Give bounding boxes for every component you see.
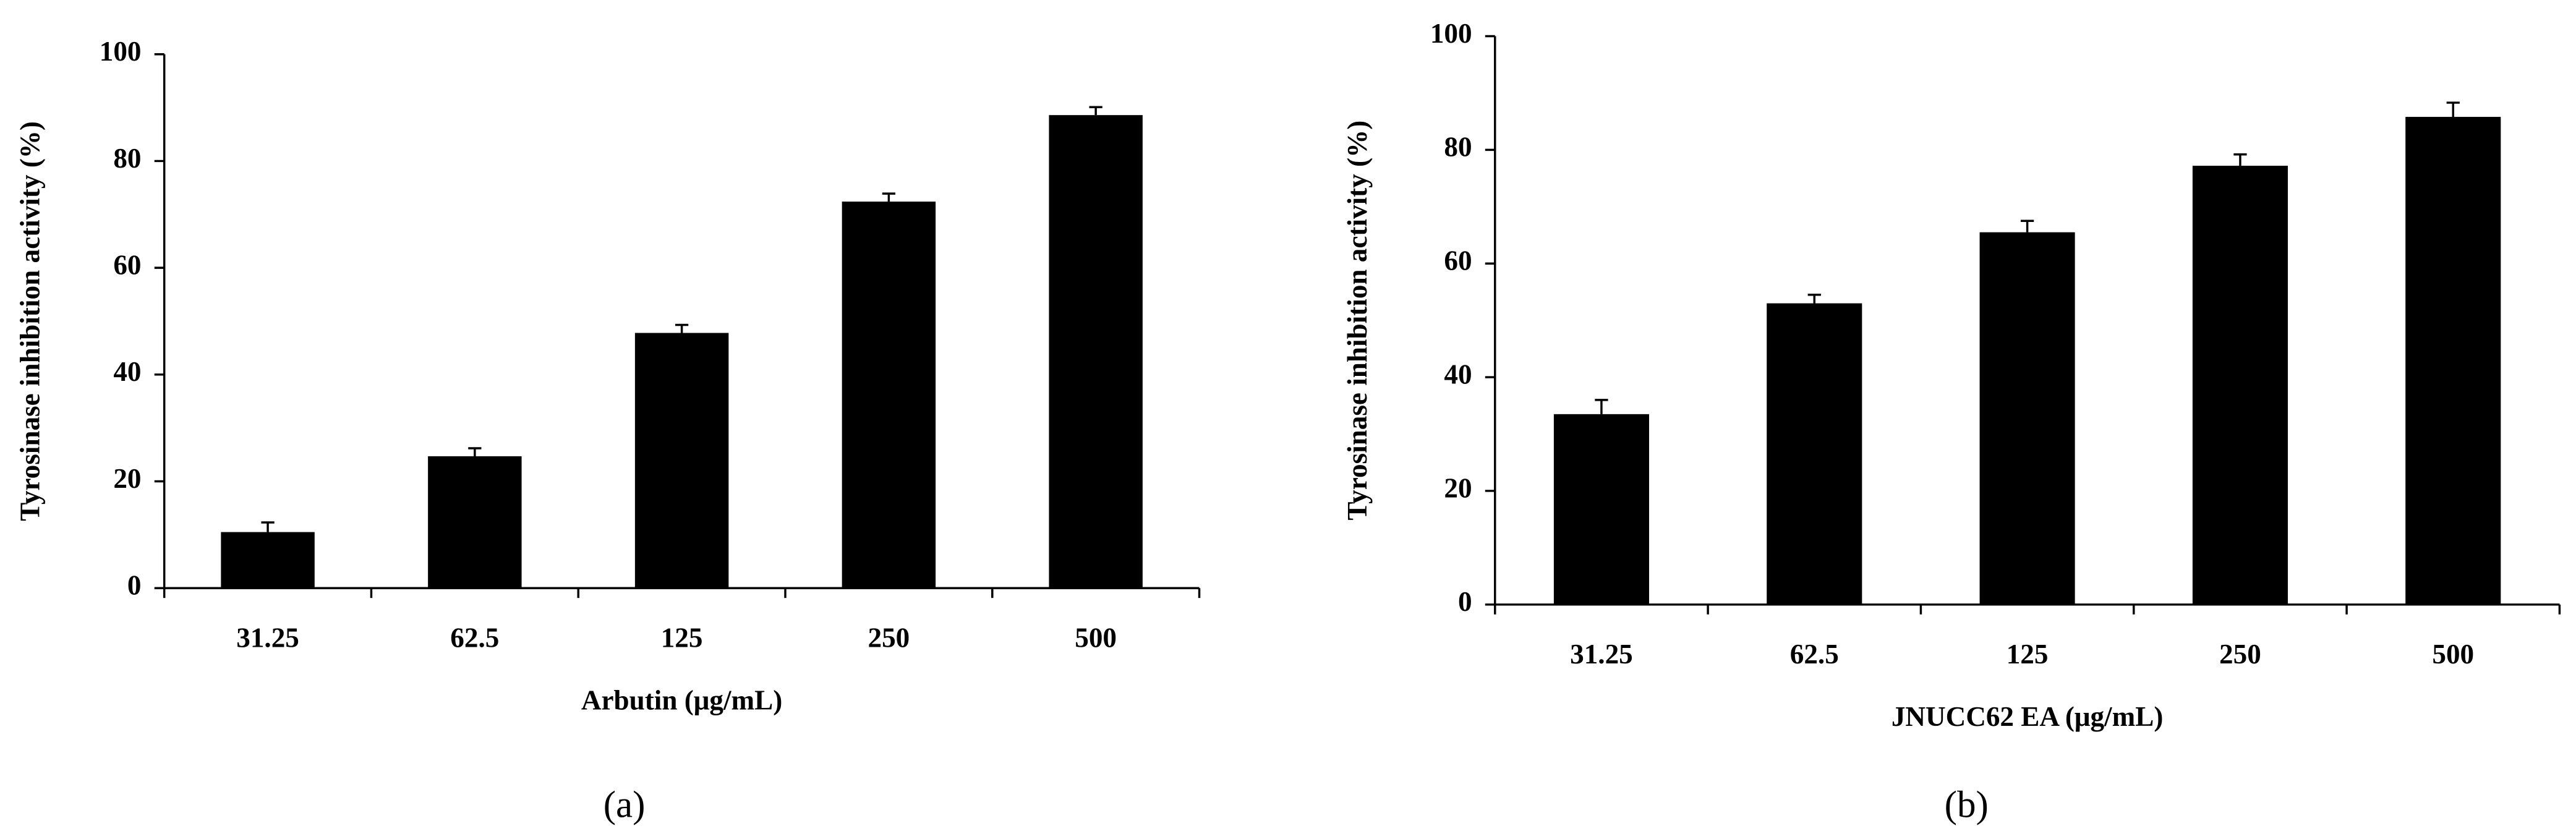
y-tick-label: 40 (113, 356, 141, 387)
bar (1979, 232, 2075, 605)
x-tick-label: 125 (2007, 639, 2049, 670)
bar (2405, 117, 2501, 605)
y-tick-label: 0 (1458, 586, 1472, 617)
bar (1767, 303, 1862, 605)
x-tick-label: 62.5 (450, 623, 499, 654)
x-tick-label: 31.25 (1570, 639, 1633, 670)
error-bar (2020, 219, 2034, 232)
error-bar (1807, 294, 1821, 304)
bar (634, 333, 729, 589)
x-tick-label: 250 (2219, 639, 2261, 670)
y-tick-label: 60 (113, 249, 141, 280)
x-tick-label: 500 (2432, 639, 2474, 670)
bar (1553, 414, 1649, 605)
x-tick-label: 125 (661, 623, 703, 654)
error-bar (468, 447, 482, 456)
bar (842, 202, 936, 589)
caption: (a) (603, 784, 646, 825)
x-tick-label: 31.25 (236, 623, 299, 654)
y-tick-label: 80 (1444, 132, 1472, 163)
y-tick-label: 100 (100, 36, 142, 67)
y-tick-label: 20 (1444, 472, 1472, 503)
x-tick-label: 500 (1075, 623, 1117, 654)
error-bar (882, 192, 896, 202)
y-axis-label: Tyrosinase inhibition activity (%) (14, 121, 45, 521)
x-tick-label: 62.5 (1790, 639, 1839, 670)
y-tick-label: 20 (113, 463, 141, 494)
error-bar (2233, 153, 2247, 166)
error-bar (1595, 399, 1608, 414)
bar (428, 456, 522, 589)
bar (1049, 115, 1143, 589)
y-axis-label: Tyrosinase inhibition activity (%) (1342, 121, 1373, 521)
x-axis-label: Arbutin (μg/mL) (581, 685, 782, 716)
x-tick-label: 250 (868, 623, 910, 654)
x-axis-label: JNUCC62 EA (μg/mL) (1891, 701, 2164, 732)
error-bar (2446, 101, 2460, 117)
error-bar (261, 521, 275, 532)
caption: (b) (1945, 784, 1989, 825)
y-tick-label: 60 (1444, 245, 1472, 276)
y-tick-label: 100 (1430, 18, 1472, 49)
y-tick-label: 40 (1444, 359, 1472, 390)
error-bar (675, 323, 689, 333)
bar (221, 532, 315, 589)
error-bar (1089, 106, 1102, 116)
bar (2192, 166, 2288, 605)
y-tick-label: 80 (113, 143, 141, 174)
y-tick-label: 0 (127, 570, 142, 601)
